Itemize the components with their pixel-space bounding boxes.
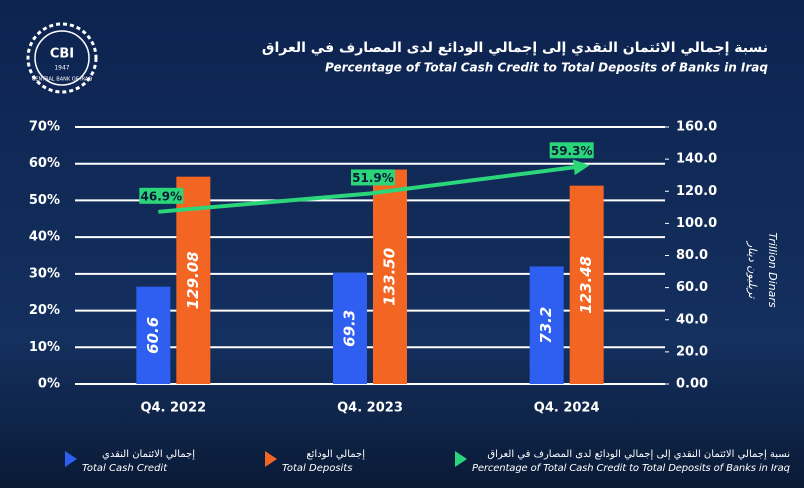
value-label-box	[139, 187, 184, 204]
value-label: 60.6	[144, 317, 162, 354]
y2-tick-label: 20.0	[676, 344, 708, 359]
legend-label-ar: إجمالي الائتمان النقدي	[102, 449, 195, 460]
value-label: 123.48	[577, 256, 595, 314]
y2-tick-label: 60.0	[676, 280, 708, 295]
bar	[569, 185, 604, 384]
legend-marker	[455, 451, 467, 467]
y-tick-label: 10%	[29, 340, 60, 355]
y2-axis-label-ar: تريليون دينار	[746, 240, 759, 300]
y-tick-label: 60%	[29, 156, 60, 171]
legend-label: Total Cash Credit	[82, 463, 168, 474]
value-label: 133.50	[381, 248, 399, 306]
x-tick-label: Q4. 2024	[534, 401, 600, 416]
value-label-box	[549, 142, 594, 159]
logo-ring	[34, 30, 90, 86]
x-tick-label: Q4. 2022	[140, 401, 206, 416]
bar	[529, 266, 564, 384]
y2-tick-label: 140.0	[676, 152, 717, 167]
value-label: 69.3	[341, 310, 359, 347]
chart-subtitle: Percentage of Total Cash Credit to Total…	[325, 61, 768, 75]
y2-tick-label: 120.0	[676, 184, 717, 199]
value-label-box	[351, 169, 395, 186]
legend-label-ar: نسبة إجمالي الائتمان النقدي إلى إجمالي ا…	[487, 449, 790, 460]
value-label: 73.2	[537, 307, 555, 344]
logo-gear	[26, 22, 98, 94]
y-tick-label: 40%	[29, 230, 60, 245]
legend-label: Total Deposits	[282, 463, 352, 474]
legend-marker	[65, 451, 77, 467]
value-label: 129.08	[184, 251, 202, 309]
bar	[333, 272, 367, 384]
y2-tick-label: 160.0	[676, 120, 717, 135]
y-tick-label: 30%	[29, 266, 60, 281]
y-tick-label: 0%	[38, 377, 60, 392]
bar	[373, 169, 407, 384]
value-label: 51.9%	[352, 171, 394, 185]
trend-line	[158, 159, 590, 214]
y2-axis-label: Trillion Dinars	[766, 232, 779, 308]
y-tick-label: 20%	[29, 303, 60, 318]
logo: CBI 1947 CENTRAL BANK OF IRAQ	[26, 22, 98, 94]
y-tick-label: 50%	[29, 193, 60, 208]
y2-tick-label: 40.0	[676, 312, 708, 327]
bar	[136, 286, 171, 384]
logo-year: 1947	[54, 65, 69, 72]
logo-text: CBI	[50, 47, 74, 62]
legend-marker	[265, 451, 277, 467]
y2-tick-label: 0.00	[676, 377, 708, 392]
value-label: 46.9%	[141, 189, 183, 203]
chart-title: نسبة إجمالي الائتمان النقدي إلى إجمالي ا…	[262, 40, 768, 57]
logo-name: CENTRAL BANK OF IRAQ	[32, 77, 92, 83]
y2-tick-label: 80.0	[676, 248, 708, 263]
legend-label: Percentage of Total Cash Credit to Total…	[472, 463, 790, 474]
y2-tick-label: 100.0	[676, 216, 717, 231]
y-tick-label: 70%	[29, 120, 60, 135]
x-tick-label: Q4. 2023	[337, 401, 403, 416]
value-label: 59.3%	[551, 144, 593, 158]
legend-label-ar: إجمالي الودائع	[306, 449, 365, 460]
